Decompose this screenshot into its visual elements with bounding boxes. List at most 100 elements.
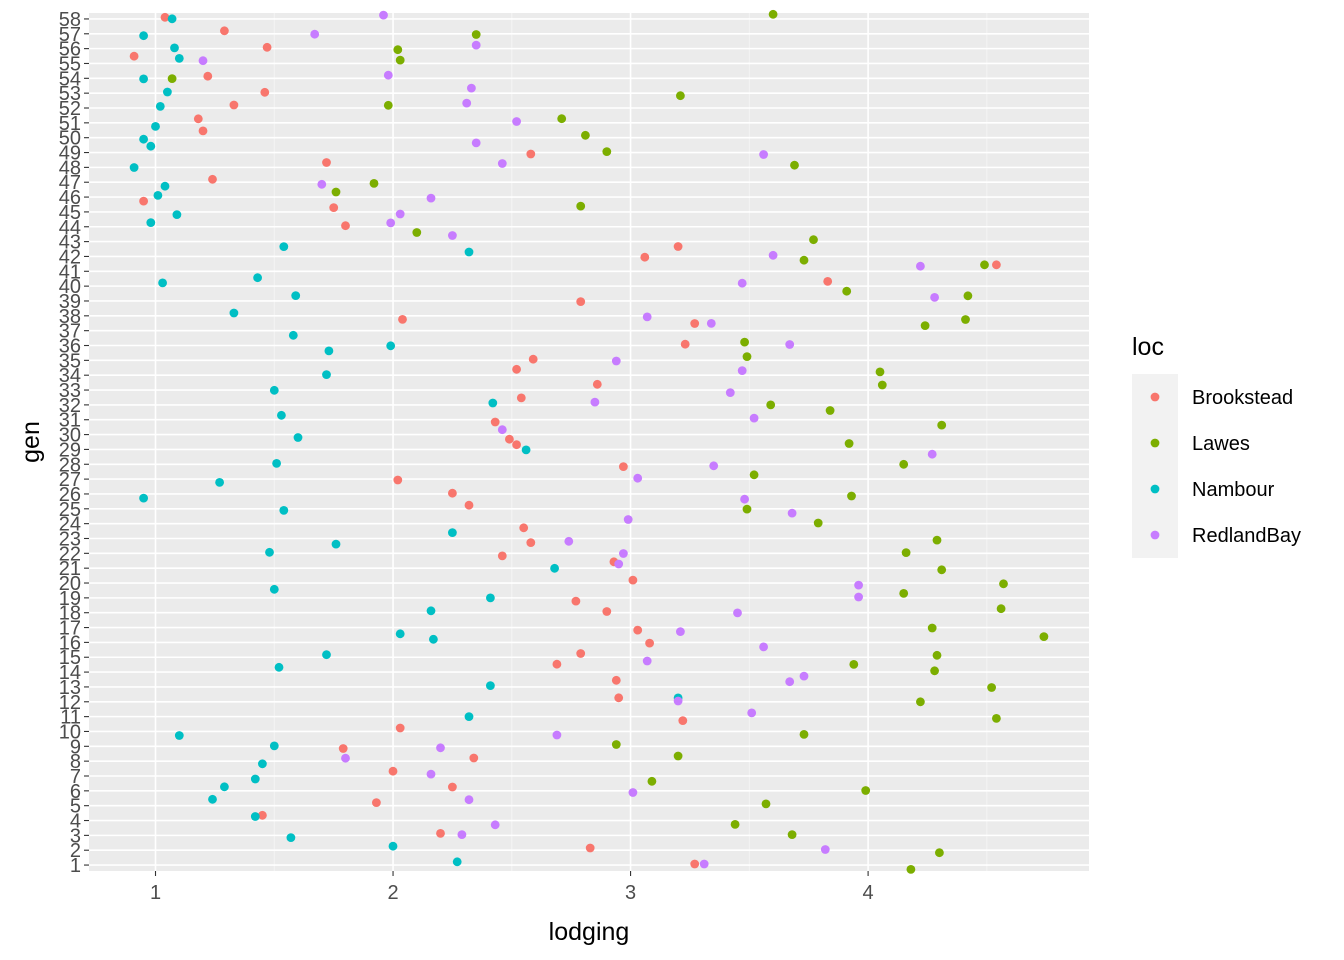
point-lawes <box>899 459 909 469</box>
point-lawes <box>395 55 405 65</box>
point-nambour <box>155 102 165 111</box>
y-tick-label: 33 <box>59 380 81 402</box>
point-redlandbay <box>737 278 747 288</box>
point-redlandbay <box>590 397 600 407</box>
point-lawes <box>992 714 1001 723</box>
y-tick-label: 48 <box>59 157 81 179</box>
point-nambour <box>253 273 262 283</box>
point-nambour <box>269 741 279 751</box>
y-tick-label: 27 <box>59 469 81 491</box>
y-tick-label: 57 <box>59 24 81 46</box>
point-brookstead <box>338 744 348 753</box>
point-redlandbay <box>436 743 445 753</box>
point-lawes <box>932 650 942 660</box>
point-redlandbay <box>426 193 436 203</box>
y-tick-label: 53 <box>59 83 81 105</box>
point-lawes <box>647 776 657 786</box>
y-tick-label: 58 <box>59 9 81 31</box>
point-redlandbay <box>512 117 521 126</box>
point-brookstead <box>512 364 521 374</box>
point-nambour <box>288 330 298 340</box>
point-redlandbay <box>676 627 685 636</box>
y-tick-label: 4 <box>70 811 81 833</box>
point-nambour <box>269 385 279 395</box>
point-brookstead <box>398 315 407 324</box>
y-tick-label: 46 <box>59 187 81 209</box>
point-nambour <box>322 370 331 379</box>
point-lawes <box>761 799 771 809</box>
point-redlandbay <box>471 138 481 148</box>
y-tick-label: 23 <box>59 528 81 550</box>
point-redlandbay <box>740 494 749 504</box>
point-redlandbay <box>341 753 350 763</box>
y-tick-label: 30 <box>59 425 81 447</box>
y-tick-label: 1 <box>70 855 81 877</box>
point-nambour <box>160 181 170 191</box>
point-brookstead <box>611 675 621 685</box>
point-lawes <box>920 321 930 330</box>
point-redlandbay <box>799 671 809 681</box>
point-lawes <box>557 114 567 124</box>
y-tick-label: 32 <box>59 395 81 417</box>
point-lawes <box>927 623 937 633</box>
point-nambour <box>174 731 184 740</box>
y-tick-label: 44 <box>59 217 81 239</box>
point-lawes <box>916 697 925 707</box>
y-tick-label: 43 <box>59 232 81 254</box>
point-nambour <box>286 833 296 842</box>
point-nambour <box>139 31 149 41</box>
y-tick-label: 21 <box>59 558 81 580</box>
y-tick-label: 36 <box>59 336 81 358</box>
x-tick-label: 1 <box>150 882 161 904</box>
point-lawes <box>987 683 996 692</box>
point-nambour <box>293 433 303 442</box>
point-redlandbay <box>709 461 719 471</box>
point-nambour <box>322 650 331 660</box>
y-tick-label: 17 <box>59 618 81 640</box>
y-tick-label: 16 <box>59 632 81 654</box>
point-lawes <box>369 179 379 188</box>
point-nambour <box>452 857 462 867</box>
point-lawes <box>673 751 683 761</box>
y-tick-label: 47 <box>59 172 81 194</box>
point-nambour <box>208 794 217 804</box>
point-redlandbay <box>457 830 467 839</box>
point-redlandbay <box>497 159 507 168</box>
point-redlandbay <box>490 820 500 830</box>
point-brookstead <box>448 488 457 498</box>
point-brookstead <box>992 260 1001 270</box>
point-nambour <box>429 634 438 644</box>
point-lawes <box>935 848 944 858</box>
point-brookstead <box>592 379 602 389</box>
y-tick-label: 28 <box>59 454 81 476</box>
point-nambour <box>277 410 286 420</box>
point-redlandbay <box>916 261 925 271</box>
point-nambour <box>265 547 274 557</box>
point-redlandbay <box>785 677 795 687</box>
y-tick-label: 10 <box>59 721 81 743</box>
point-lawes <box>611 740 621 749</box>
point-redlandbay <box>747 708 757 718</box>
point-brookstead <box>619 462 628 471</box>
point-brookstead <box>322 158 331 167</box>
point-redlandbay <box>787 508 797 518</box>
x-axis: 1 2 3 4 <box>150 871 874 904</box>
point-brookstead <box>258 810 267 820</box>
point-nambour <box>215 478 225 487</box>
point-lawes <box>799 255 809 265</box>
y-tick-label: 34 <box>59 365 81 387</box>
point-lawes <box>768 9 778 19</box>
point-brookstead <box>645 638 654 648</box>
point-nambour <box>129 163 139 172</box>
y-tick-label: 7 <box>70 766 81 788</box>
point-lawes <box>825 406 835 415</box>
point-nambour <box>291 291 301 300</box>
point-redlandbay <box>379 10 388 20</box>
point-redlandbay <box>395 209 405 219</box>
point-brookstead <box>585 843 595 853</box>
point-brookstead <box>372 798 381 807</box>
point-nambour <box>272 459 281 468</box>
y-tick-label: 25 <box>59 499 81 521</box>
panel-background <box>89 13 1089 871</box>
point-brookstead <box>129 51 139 61</box>
